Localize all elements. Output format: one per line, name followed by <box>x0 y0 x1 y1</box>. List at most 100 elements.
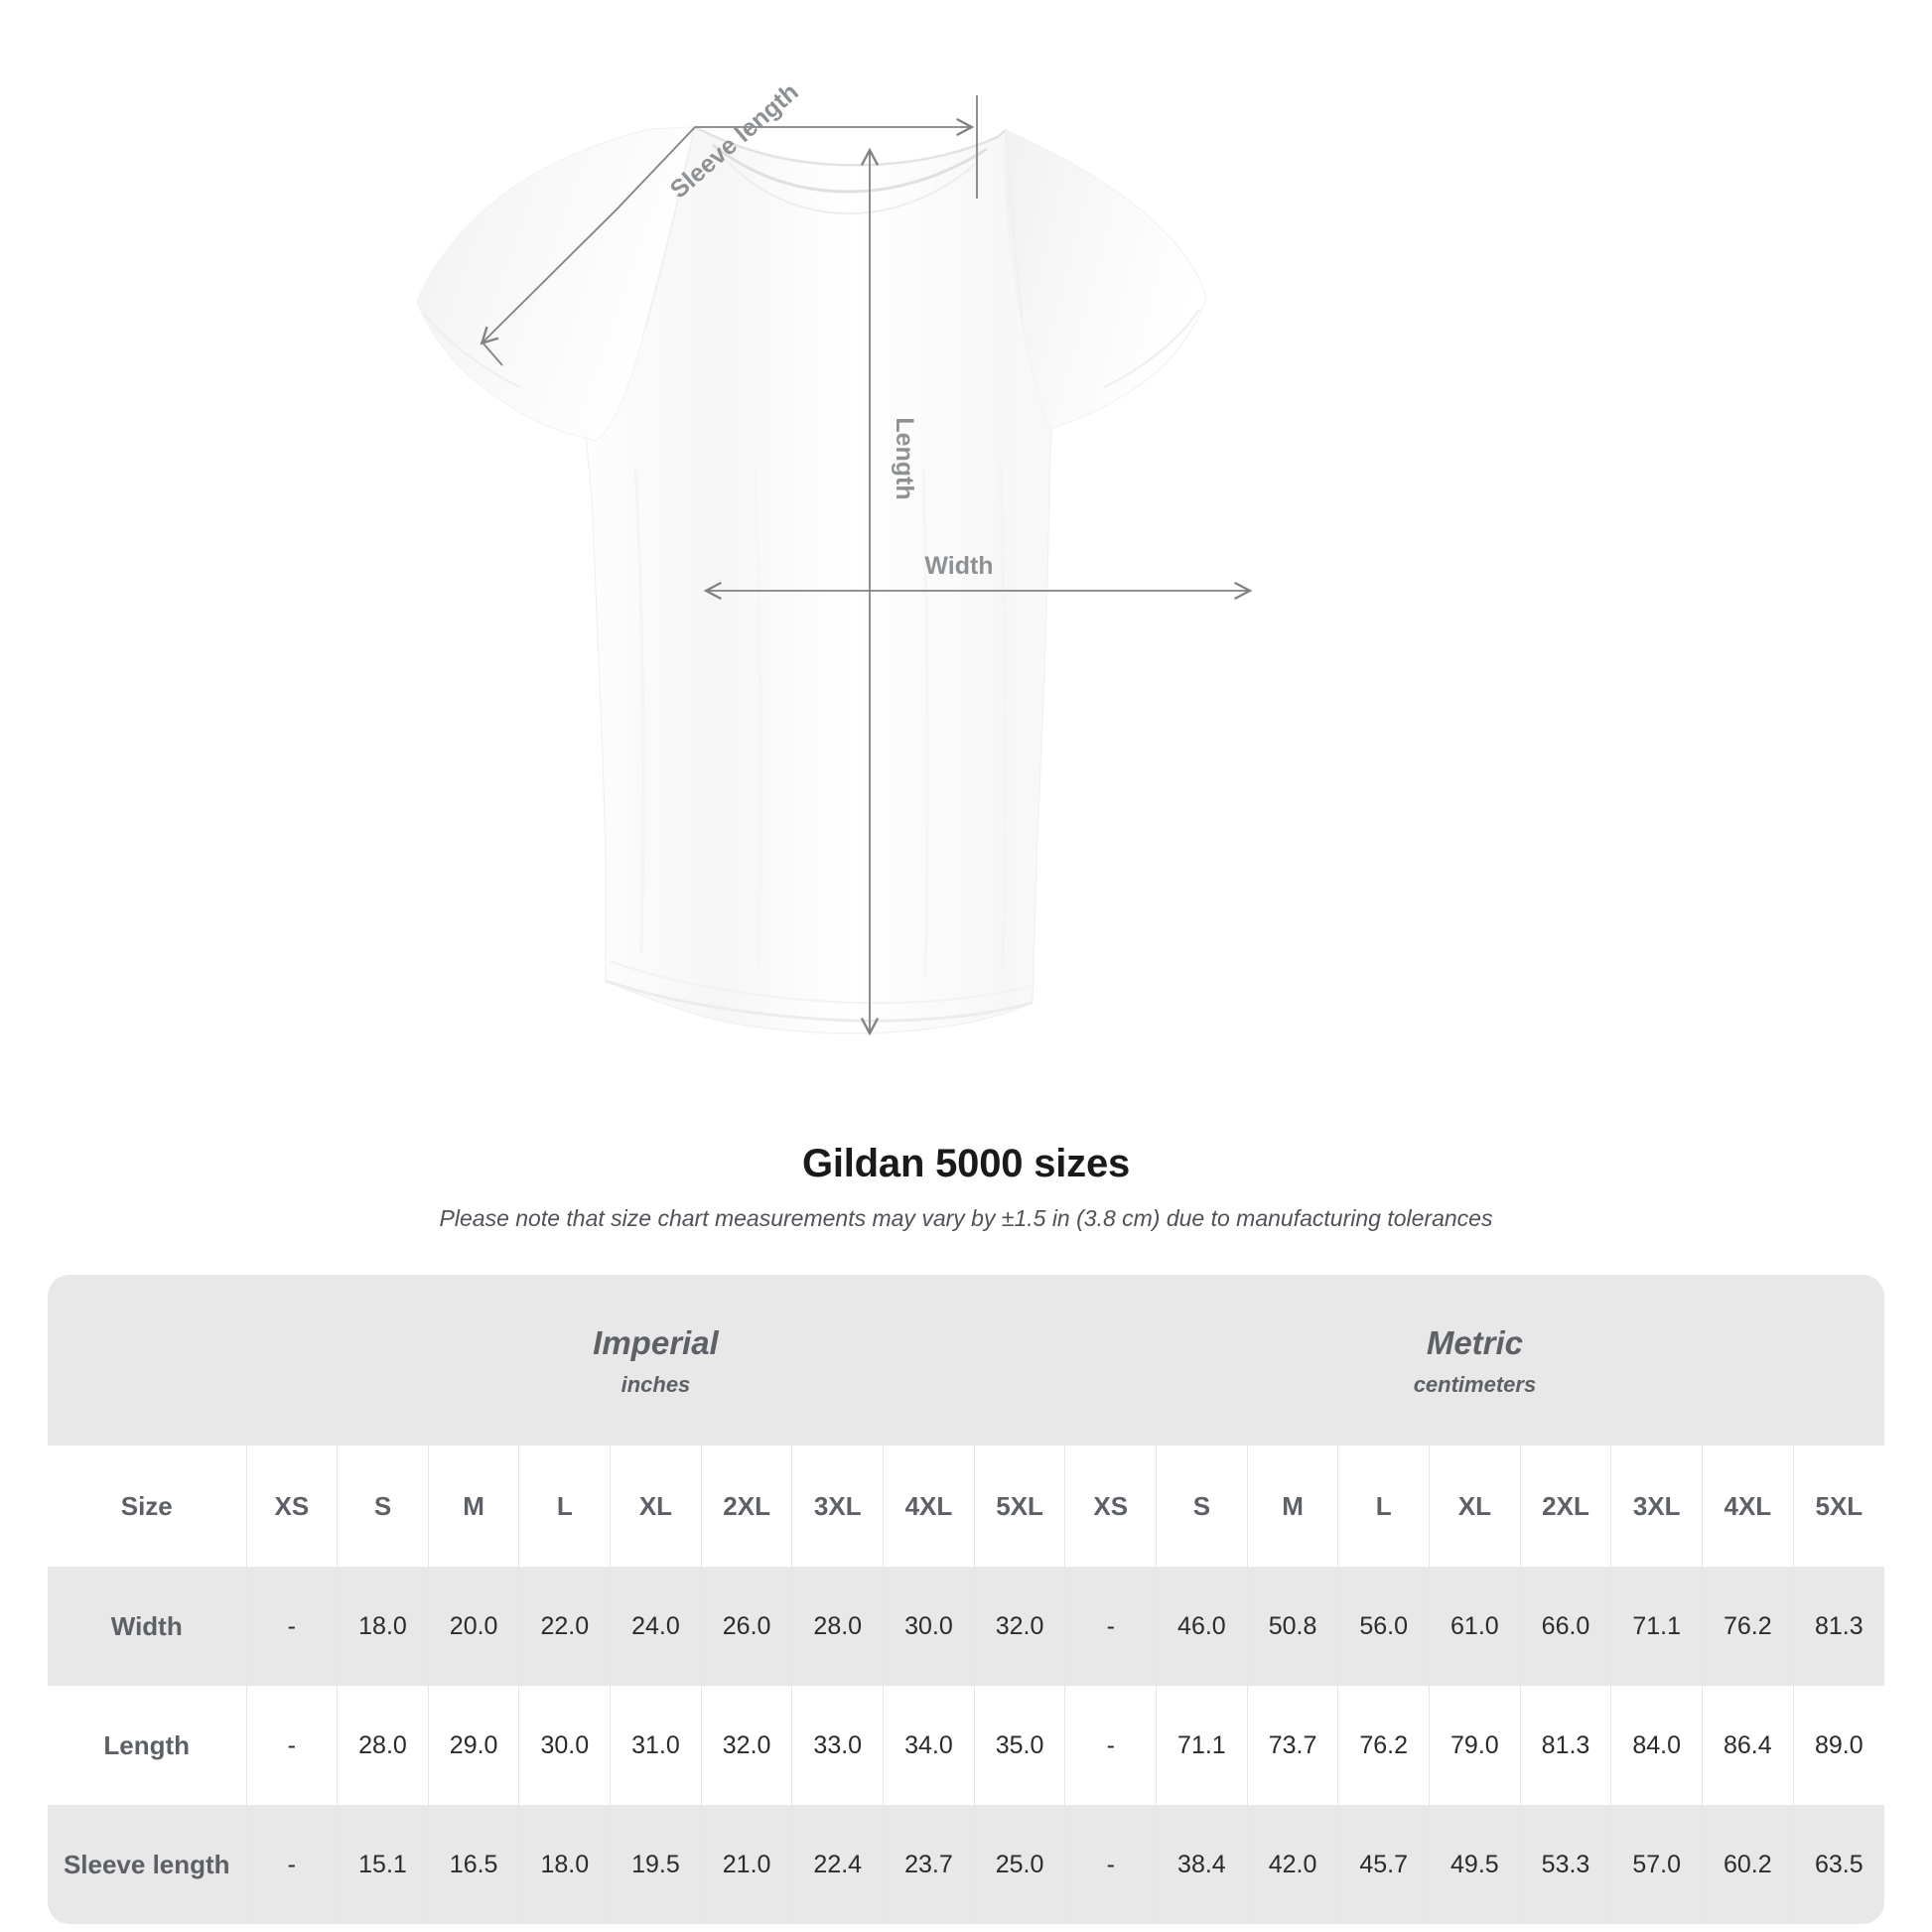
size-header-cell: 2XL <box>1520 1446 1612 1567</box>
size-header-cell: 2XL <box>701 1446 793 1567</box>
measurement-guides <box>480 95 1253 1036</box>
size-header-cell: 4XL <box>883 1446 975 1567</box>
measurement-cell: 84.0 <box>1610 1686 1703 1805</box>
column-header-size: Size <box>48 1446 247 1567</box>
measurement-cell: 57.0 <box>1610 1805 1703 1924</box>
measurement-cell: 76.2 <box>1337 1686 1431 1805</box>
row-label-length: Length <box>48 1686 247 1805</box>
table-row: Width -18.0 20.0 22.0 24.0 26.0 28.0 30.0 32.0-4… <box>48 1567 1884 1686</box>
size-header-cell: 5XL <box>974 1446 1066 1567</box>
measurement-cell: 53.3 <box>1520 1805 1612 1924</box>
unit-group-subtitle: inches <box>621 1371 691 1397</box>
tshirt-graphic <box>416 125 1207 1035</box>
size-header-cell: S <box>1156 1446 1248 1567</box>
measurement-cell: - <box>246 1805 339 1924</box>
measurement-cell: 25.0 <box>974 1805 1066 1924</box>
measurement-cell: 29.0 <box>428 1686 520 1805</box>
measurement-cell: - <box>246 1567 339 1686</box>
measurement-cell: 60.2 <box>1702 1805 1794 1924</box>
size-header-row: Size XS S M L XL 2XL 3XL 4XL 5XL XS S M L XL 2XL 3XL 4XL 5… <box>48 1446 1884 1567</box>
size-header-cell: 5XL <box>1793 1446 1884 1567</box>
measurement-cell: 15.1 <box>337 1805 429 1924</box>
measurement-cell: 81.3 <box>1793 1567 1884 1686</box>
page-title: Gildan 5000 sizes <box>801 1142 1131 1185</box>
measurement-cell: 38.4 <box>1156 1805 1248 1924</box>
sleeve-length-guide-line <box>480 126 872 345</box>
measurement-cell: 18.0 <box>337 1567 429 1686</box>
size-header-cell: 4XL <box>1702 1446 1794 1567</box>
measurement-cell: 30.0 <box>883 1567 975 1686</box>
measurement-cell: 32.0 <box>701 1686 793 1805</box>
size-header-cell: XS <box>1064 1446 1158 1567</box>
size-header-cell: M <box>1247 1446 1339 1567</box>
measurement-cell: 16.5 <box>428 1805 520 1924</box>
table-row: Length -28.0 29.0 30.0 31.0 32.0 33.0 34.0 35.0-… <box>48 1686 1884 1805</box>
size-header-cell: L <box>1337 1446 1431 1567</box>
heading-block: Gildan 5000 sizes Please note that size … <box>0 1140 1932 1234</box>
measurement-cell: 61.0 <box>1429 1567 1521 1686</box>
measurement-cell: 63.5 <box>1793 1805 1884 1924</box>
measurement-cell: 42.0 <box>1247 1805 1339 1924</box>
measurement-cell: 23.7 <box>883 1805 975 1924</box>
unit-group-header-metric: Metric centimeters <box>1064 1275 1884 1446</box>
measurement-cell: 56.0 <box>1337 1567 1431 1686</box>
measurement-cell: 22.4 <box>791 1805 885 1924</box>
measurement-cell: 49.5 <box>1429 1805 1521 1924</box>
measurement-cell: 18.0 <box>518 1805 612 1924</box>
measurement-cell: 22.0 <box>518 1567 612 1686</box>
unit-header-spacer <box>48 1275 246 1446</box>
size-chart-table-container: Imperial inches Metric centimeters Size XS S M… <box>48 1275 1884 1924</box>
tshirt-collar-outer <box>694 125 1007 167</box>
measurement-cell: 31.0 <box>610 1686 702 1805</box>
measurement-cell: 35.0 <box>974 1686 1066 1805</box>
measurement-cell: 28.0 <box>791 1567 885 1686</box>
measurement-cell: 71.1 <box>1610 1567 1703 1686</box>
unit-group-subtitle: centimeters <box>1413 1371 1537 1397</box>
page-subtitle: Please note that size chart measurements… <box>439 1205 1493 1231</box>
unit-group-header-imperial: Imperial inches <box>246 1275 1065 1446</box>
measurement-cell: 66.0 <box>1520 1567 1612 1686</box>
unit-group-name: Metric <box>1426 1323 1524 1361</box>
measurement-cell: - <box>1064 1686 1158 1805</box>
measurement-cell: 32.0 <box>974 1567 1066 1686</box>
measurement-cell: 50.8 <box>1247 1567 1339 1686</box>
size-header-cell: 3XL <box>1610 1446 1703 1567</box>
measurement-cell: 81.3 <box>1520 1686 1612 1805</box>
size-header-cell: 3XL <box>791 1446 885 1567</box>
measurement-cell: - <box>1064 1567 1158 1686</box>
table-row: Sleeve length -15.1 16.5 18.0 19.5 21.0 22.4 23… <box>48 1805 1884 1924</box>
sleeve-length-end-tick <box>482 342 503 366</box>
measurement-cell: 76.2 <box>1702 1567 1794 1686</box>
size-header-cell: S <box>337 1446 429 1567</box>
measurement-cell: 19.5 <box>610 1805 702 1924</box>
width-label: Width <box>924 552 993 580</box>
size-header-cell: XL <box>610 1446 702 1567</box>
length-label: Length <box>891 417 918 499</box>
measurement-cell: 73.7 <box>1247 1686 1339 1805</box>
measurement-cell: - <box>246 1686 339 1805</box>
measurement-cell: 20.0 <box>428 1567 520 1686</box>
measurement-cell: 28.0 <box>337 1686 429 1805</box>
size-chart-table: Imperial inches Metric centimeters Size XS S M… <box>48 1275 1884 1924</box>
size-header-cell: XS <box>246 1446 339 1567</box>
size-header-cell: M <box>428 1446 520 1567</box>
measurement-cell: 34.0 <box>883 1686 975 1805</box>
measurement-cell: 45.7 <box>1337 1805 1431 1924</box>
measurement-cell: 26.0 <box>701 1567 793 1686</box>
tshirt-collar-inner <box>712 143 988 194</box>
row-label-width: Width <box>48 1567 247 1686</box>
measurement-cell: 79.0 <box>1429 1686 1521 1805</box>
measurement-cell: - <box>1064 1805 1158 1924</box>
measurement-cell: 89.0 <box>1793 1686 1884 1805</box>
size-chart-table-body: Width -18.0 20.0 22.0 24.0 26.0 28.0 30.0 32.0-4… <box>48 1567 1884 1924</box>
measurement-cell: 86.4 <box>1702 1686 1794 1805</box>
measurement-cell: 30.0 <box>518 1686 612 1805</box>
size-header-cell: XL <box>1429 1446 1521 1567</box>
row-label-sleeve-length: Sleeve length <box>48 1805 247 1924</box>
measurement-cell: 24.0 <box>610 1567 702 1686</box>
size-header-cell: L <box>518 1446 612 1567</box>
measurement-cell: 71.1 <box>1156 1686 1248 1805</box>
unit-group-header-row: Imperial inches Metric centimeters <box>48 1275 1884 1446</box>
measurement-cell: 21.0 <box>701 1805 793 1924</box>
